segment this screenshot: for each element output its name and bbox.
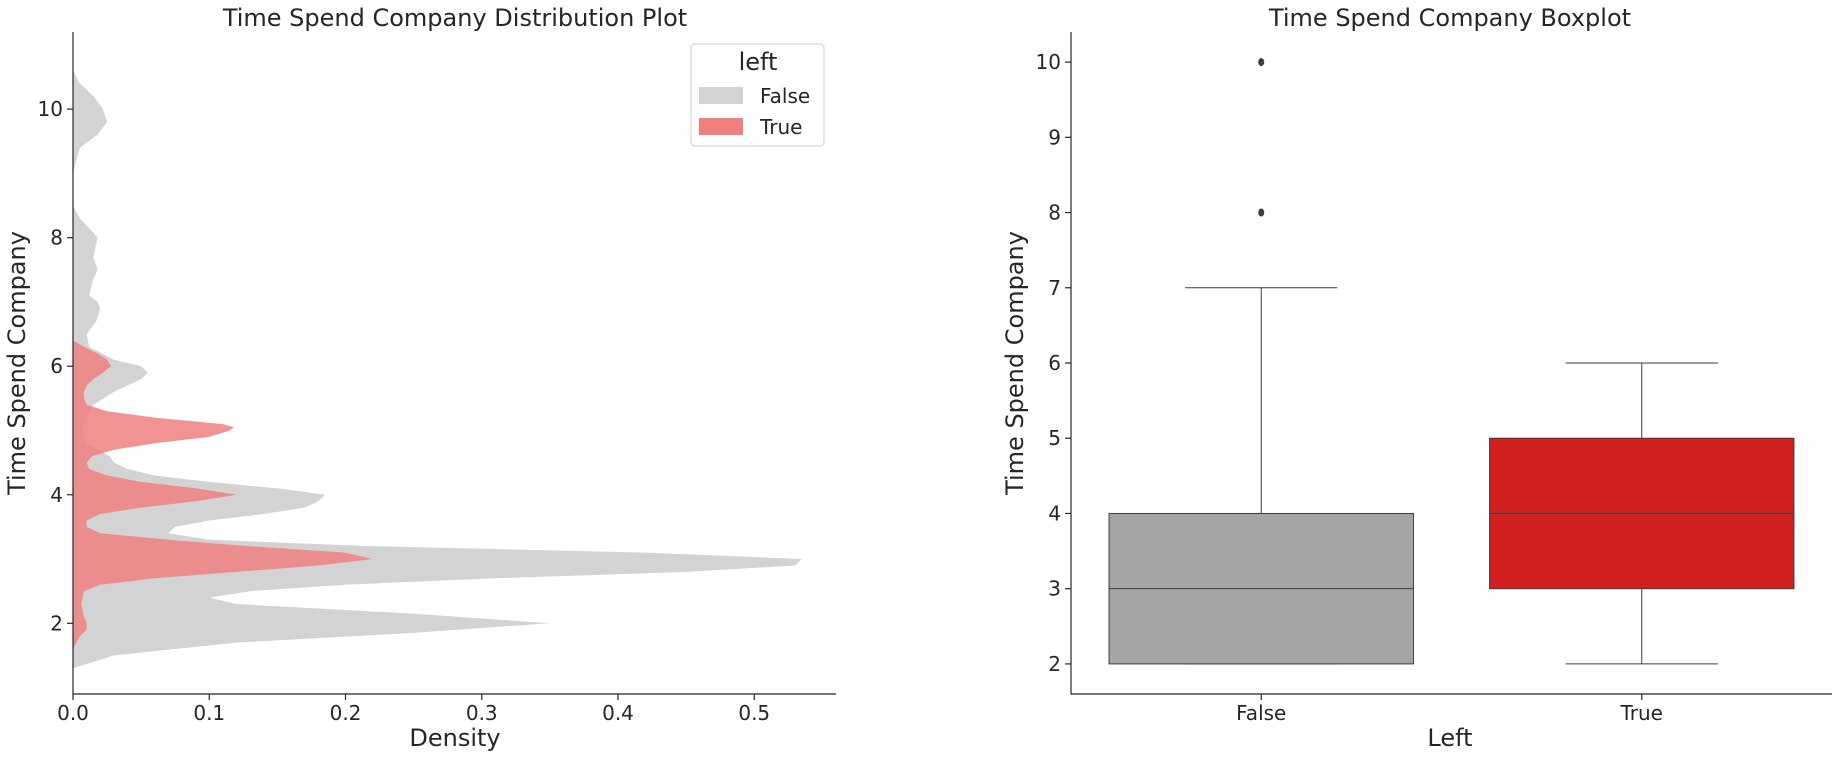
y-tick-label: 4 (50, 483, 63, 507)
x-tick-label: True (1620, 701, 1663, 725)
y-tick-label: 5 (1048, 426, 1061, 450)
boxplot-title: Time Spend Company Boxplot (1268, 4, 1631, 32)
x-tick-label: 0.1 (193, 701, 225, 725)
x-tick-label: 0.5 (738, 701, 770, 725)
y-tick-label: 10 (38, 97, 63, 121)
legend-label-false: False (760, 84, 810, 108)
legend-label-true: True (759, 115, 802, 139)
legend: left False True (690, 43, 825, 147)
distribution-plot-title: Time Spend Company Distribution Plot (222, 4, 687, 32)
x-tick-label: 0.2 (330, 701, 362, 725)
x-tick-label: 0.3 (466, 701, 498, 725)
y-tick-label: 2 (50, 611, 63, 635)
boxplot-xlabel: Left (1427, 724, 1472, 752)
legend-title: left (739, 48, 778, 76)
y-tick-label: 6 (1048, 351, 1061, 375)
y-tick-label: 4 (1048, 501, 1061, 525)
outlier-point (1258, 58, 1265, 67)
distribution-plot-panel: Time Spend Company Distribution Plot 2 4 6… (3, 4, 836, 752)
distribution-plot-ylabel: Time Spend Company (3, 231, 31, 496)
density-area-true (73, 340, 373, 650)
outlier-point (1258, 208, 1265, 217)
boxplot-axes (1070, 32, 1832, 695)
y-tick-label: 2 (1048, 652, 1061, 676)
y-tick-label: 3 (1048, 577, 1061, 601)
legend-swatch-false (699, 87, 743, 104)
x-tick-label: 0.4 (602, 701, 634, 725)
legend-swatch-true (699, 118, 743, 135)
boxplot-panel: Time Spend Company Boxplot 2 3 4 5 6 7 8 9 10 Fa… (1001, 4, 1832, 752)
distribution-plot-xlabel: Density (409, 724, 500, 752)
y-tick-label: 6 (50, 354, 63, 378)
box-false (1108, 58, 1414, 665)
box-true (1489, 362, 1795, 665)
y-tick-label: 8 (50, 226, 63, 250)
y-tick-label: 8 (1048, 201, 1061, 225)
y-tick-label: 10 (1036, 50, 1061, 74)
x-tick-label: 0.0 (57, 701, 89, 725)
y-tick-label: 9 (1048, 125, 1061, 149)
y-tick-label: 7 (1048, 276, 1061, 300)
density-area-false (73, 70, 802, 669)
x-tick-label: False (1236, 701, 1286, 725)
boxplot-ylabel: Time Spend Company (1001, 231, 1029, 496)
